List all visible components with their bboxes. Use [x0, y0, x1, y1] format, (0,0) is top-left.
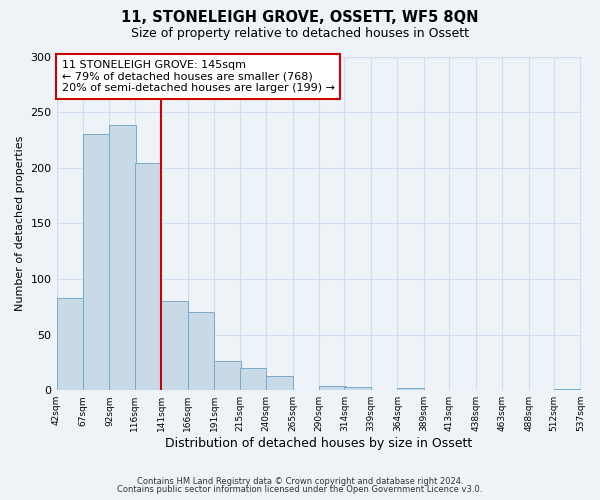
Text: Size of property relative to detached houses in Ossett: Size of property relative to detached ho…	[131, 28, 469, 40]
Bar	[214, 362, 241, 390]
Bar	[161, 301, 188, 390]
Bar	[188, 312, 214, 390]
Bar	[239, 368, 266, 390]
Bar	[319, 386, 346, 390]
Bar	[56, 298, 83, 390]
Text: Contains HM Land Registry data © Crown copyright and database right 2024.: Contains HM Land Registry data © Crown c…	[137, 477, 463, 486]
Text: 11 STONELEIGH GROVE: 145sqm
← 79% of detached houses are smaller (768)
20% of se: 11 STONELEIGH GROVE: 145sqm ← 79% of det…	[62, 60, 335, 93]
Bar	[266, 376, 293, 390]
Text: 11, STONELEIGH GROVE, OSSETT, WF5 8QN: 11, STONELEIGH GROVE, OSSETT, WF5 8QN	[121, 10, 479, 25]
Bar	[135, 164, 161, 390]
Bar	[109, 126, 136, 390]
X-axis label: Distribution of detached houses by size in Ossett: Distribution of detached houses by size …	[165, 437, 472, 450]
Y-axis label: Number of detached properties: Number of detached properties	[15, 136, 25, 311]
Bar	[344, 387, 371, 390]
Bar	[397, 388, 424, 390]
Text: Contains public sector information licensed under the Open Government Licence v3: Contains public sector information licen…	[118, 485, 482, 494]
Bar	[554, 389, 580, 390]
Bar	[83, 134, 109, 390]
